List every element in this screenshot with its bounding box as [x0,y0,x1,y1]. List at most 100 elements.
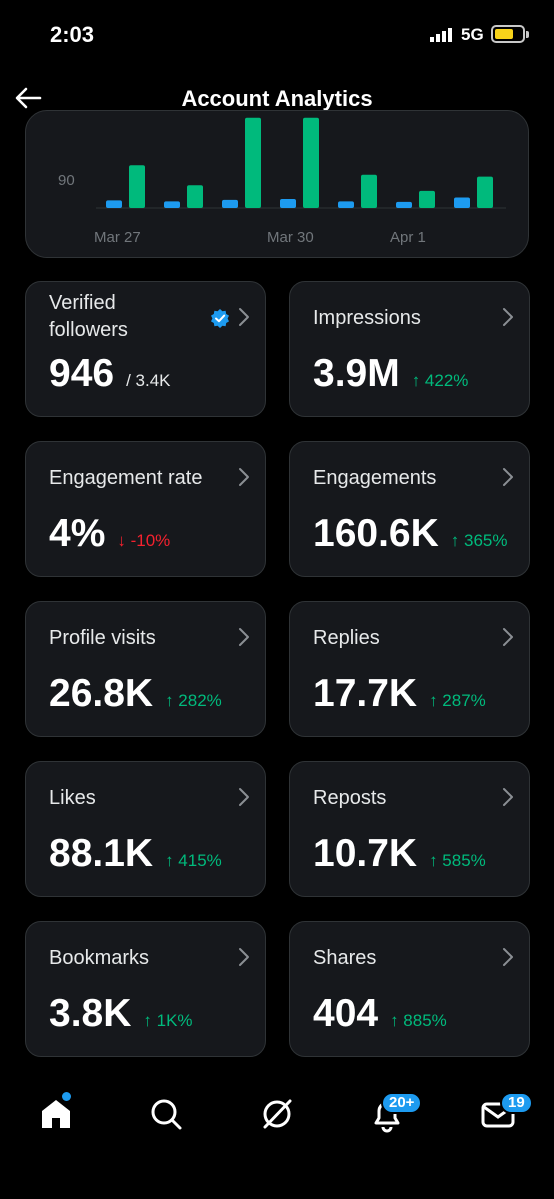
metric-delta: ↑ 422% [411,371,469,390]
metric-value: 3.9M [313,352,400,395]
y-tick-label: 90 [58,172,75,189]
messages-badge: 19 [500,1092,533,1114]
bar [338,201,354,208]
metric-value: 946 [49,352,115,395]
metric-card-profile-visits[interactable]: Profile visits 26.8K ↑ 282% [25,601,266,737]
network-type: 5G [461,25,484,44]
metric-card-impressions[interactable]: Impressions 3.9M ↑ 422% [289,281,530,417]
metric-label: Reposts [313,787,387,809]
metric-value: 17.7K [313,672,418,715]
metric-value: 3.8K [49,992,132,1035]
chevron-right-icon [503,628,513,646]
metric-card-replies[interactable]: Replies 17.7K ↑ 287% [289,601,530,737]
metric-delta: ↑ 282% [165,691,222,710]
metric-label: Profile visits [49,627,156,649]
signal-icon [430,28,452,42]
metric-total: / 3.4K [126,371,171,390]
metric-value-row: 88.1K ↑ 415% [49,832,222,876]
metric-label: Likes [49,787,96,809]
metric-delta: ↑ 415% [165,851,222,870]
bar [419,190,435,208]
metric-value: 26.8K [49,672,154,715]
battery-icon [491,25,529,43]
metric-label: Replies [313,627,380,649]
verified-badge-icon [211,309,229,328]
metric-label: Shares [313,947,377,969]
chevron-right-icon [239,628,249,646]
metric-card-likes[interactable]: Likes 88.1K ↑ 415% [25,761,266,897]
metric-value-row: 3.8K ↑ 1K% [49,992,193,1036]
chevron-right-icon [503,788,513,806]
x-tick-label: Mar 30 [267,229,314,246]
metric-value: 4% [49,512,106,555]
bar [303,117,319,208]
metric-delta: ↑ 287% [429,691,486,710]
bar [280,198,296,208]
chevron-right-icon [503,948,513,966]
metric-value: 160.6K [313,512,439,555]
metric-label: Impressions [313,307,421,329]
metric-card-reposts[interactable]: Reposts 10.7K ↑ 585% [289,761,530,897]
metric-value-row: 946 / 3.4K [49,352,171,396]
bar [245,117,261,208]
nav-search[interactable] [146,1094,186,1134]
bar [106,200,122,208]
header: Account Analytics [0,70,554,128]
bar [454,197,470,208]
bar [222,199,238,208]
chevron-right-icon [503,308,513,326]
metric-card-verified-followers[interactable]: Verified followers 946 / 3.4K [25,281,266,417]
metric-card-shares[interactable]: Shares 404 ↑ 885% [289,921,530,1057]
x-tick-label: Apr 1 [390,229,426,246]
bar [361,174,377,208]
bar-chart: 90 Mar 27 Mar 30 Apr 1 [58,117,506,246]
chevron-right-icon [239,308,249,326]
grok-icon [263,1099,292,1129]
nav-grok[interactable] [257,1094,297,1134]
nav-home[interactable] [36,1092,76,1134]
metric-label: Bookmarks [49,947,150,969]
home-notification-dot [62,1092,71,1101]
status-time: 2:03 [50,22,95,47]
bar [129,165,145,208]
metric-value-row: 160.6K ↑ 365% [313,512,507,556]
metric-card-bookmarks[interactable]: Bookmarks 3.8K ↑ 1K% [25,921,266,1057]
chevron-right-icon [503,468,513,486]
bar [396,201,412,208]
metric-value-row: 10.7K ↑ 585% [313,832,486,876]
back-arrow-icon[interactable] [12,82,44,114]
bar [164,201,180,208]
home-icon [42,1100,70,1128]
metric-label: Engagements [313,467,437,489]
metric-delta: ↓ -10% [117,531,171,550]
metric-value-row: 404 ↑ 885% [313,992,447,1036]
metric-delta: ↑ 585% [429,851,486,870]
metric-delta: ↑ 885% [390,1011,447,1030]
analytics-chart: 90 Mar 27 Mar 30 Apr 1 [25,110,529,258]
metric-value: 88.1K [49,832,154,875]
metric-value-row: 3.9M ↑ 422% [313,352,468,396]
chevron-right-icon [239,948,249,966]
chevron-right-icon [239,468,249,486]
search-icon [151,1099,182,1130]
notifications-badge: 20+ [381,1092,423,1114]
nav-messages[interactable]: 19 [478,1092,533,1134]
bar [187,185,203,208]
metric-card-engagements[interactable]: Engagements 160.6K ↑ 365% [289,441,530,577]
metric-delta: ↑ 365% [450,531,508,550]
nav-notifications[interactable]: 20+ [367,1092,423,1134]
metric-card-engagement-rate[interactable]: Engagement rate 4% ↓ -10% [25,441,266,577]
metric-value-row: 17.7K ↑ 287% [313,672,486,716]
bar [477,176,493,208]
chevron-right-icon [239,788,249,806]
metric-value: 404 [313,992,379,1035]
status-bar: 2:03 5G [0,0,554,70]
metric-value: 10.7K [313,832,418,875]
bottom-nav: 20+ 19 [0,1068,554,1199]
metric-value-row: 4% ↓ -10% [49,512,170,556]
page-title: Account Analytics [181,86,373,111]
x-tick-label: Mar 27 [94,229,141,246]
metric-label: Engagement rate [49,467,203,489]
metric-delta: ↑ 1K% [143,1011,193,1030]
metric-value-row: 26.8K ↑ 282% [49,672,222,716]
